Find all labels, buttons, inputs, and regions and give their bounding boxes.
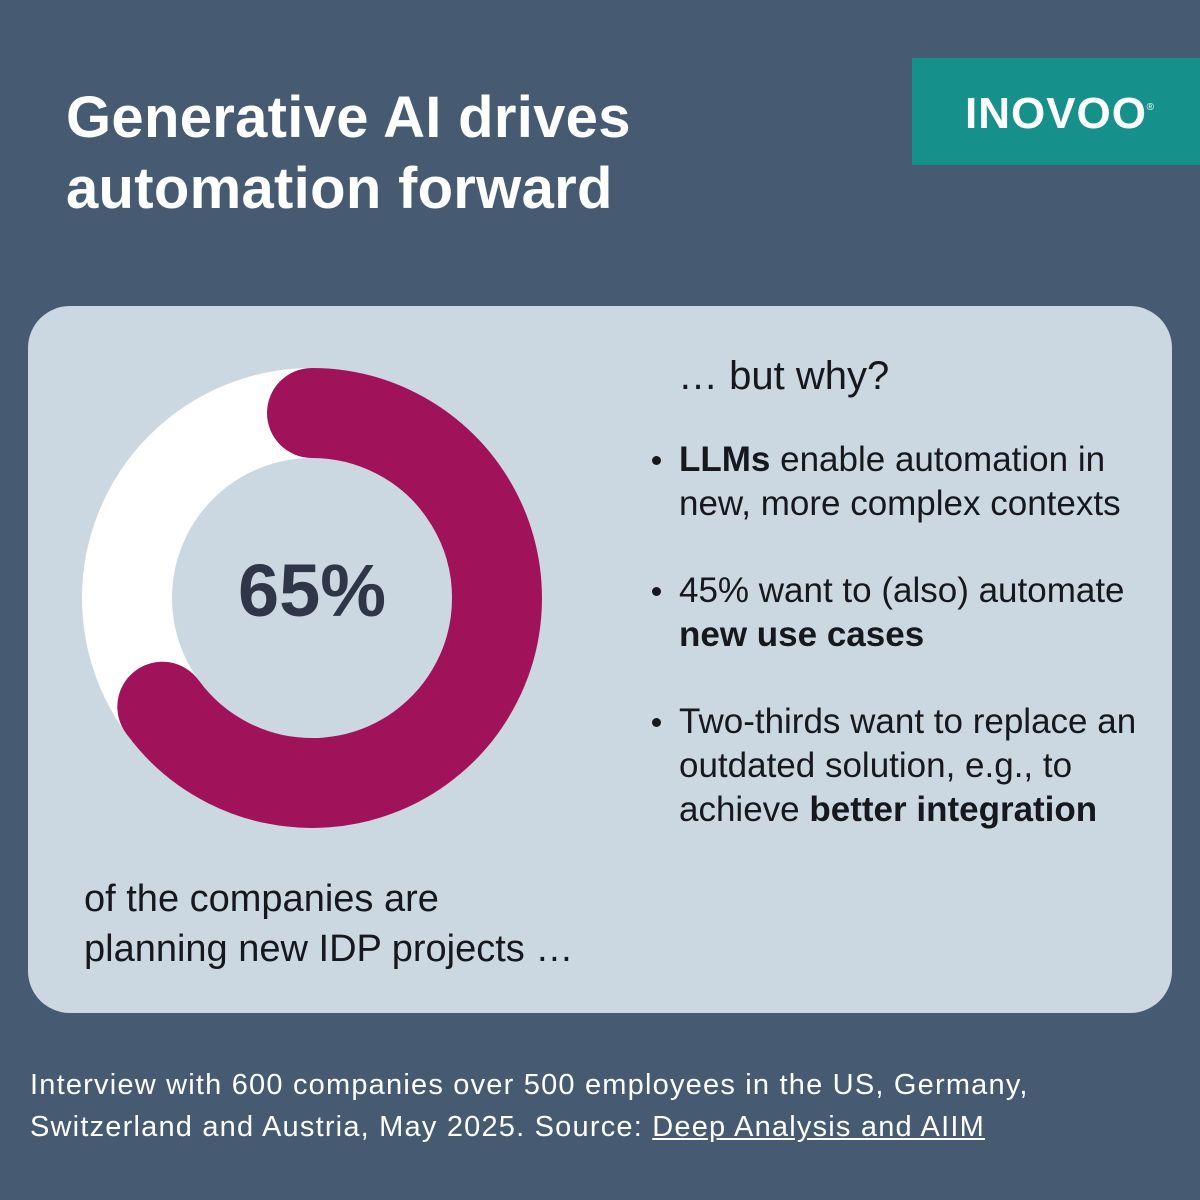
- source-text: Interview with 600 companies over 500 em…: [30, 1069, 1029, 1143]
- donut-chart: [82, 368, 542, 828]
- source-note: Interview with 600 companies over 500 em…: [30, 1064, 1180, 1148]
- headline: Generative AI drives automation forward: [66, 82, 886, 224]
- bullet-dot: [652, 718, 661, 727]
- reason-1-text: enable automation in new, more complex c…: [679, 440, 1121, 523]
- bullet-dot: [652, 587, 661, 596]
- reason-3-text: Two-thirds want to replace an outdated s…: [679, 702, 1137, 829]
- inovoo-logo: INOVOO ®: [912, 58, 1200, 165]
- donut-caption: of the companies are planning new IDP pr…: [84, 874, 644, 974]
- reason-2-text: 45% want to (also) automate: [679, 571, 1125, 610]
- donut-center-label: 65%: [237, 549, 387, 632]
- caption-line-2: planning new IDP projects …: [84, 928, 574, 970]
- headline-line-2: automation forward: [66, 156, 613, 221]
- reasons-list: LLMs enable automation in new, more comp…: [648, 438, 1168, 875]
- source-link[interactable]: Deep Analysis and AIIM: [652, 1111, 985, 1143]
- bullet-dot: [652, 456, 661, 465]
- donut-slice-65: [117, 368, 542, 828]
- reason-item-new-use-cases: 45% want to (also) automate new use case…: [648, 569, 1168, 657]
- logo-text: INOVOO: [964, 88, 1148, 138]
- caption-line-1: of the companies are: [84, 878, 439, 920]
- headline-line-1: Generative AI drives: [66, 85, 631, 150]
- reason-3-bold: better integration: [809, 790, 1098, 829]
- reason-item-replace-solution: Two-thirds want to replace an outdated s…: [648, 700, 1168, 832]
- content-card: 65% of the companies are planning new ID…: [28, 306, 1172, 1013]
- reason-2-bold: new use cases: [679, 615, 925, 654]
- reason-1-bold: LLMs: [679, 440, 771, 479]
- reason-item-llms: LLMs enable automation in new, more comp…: [648, 438, 1168, 526]
- logo-registered-mark: ®: [1146, 102, 1154, 113]
- why-heading: … but why?: [678, 354, 890, 398]
